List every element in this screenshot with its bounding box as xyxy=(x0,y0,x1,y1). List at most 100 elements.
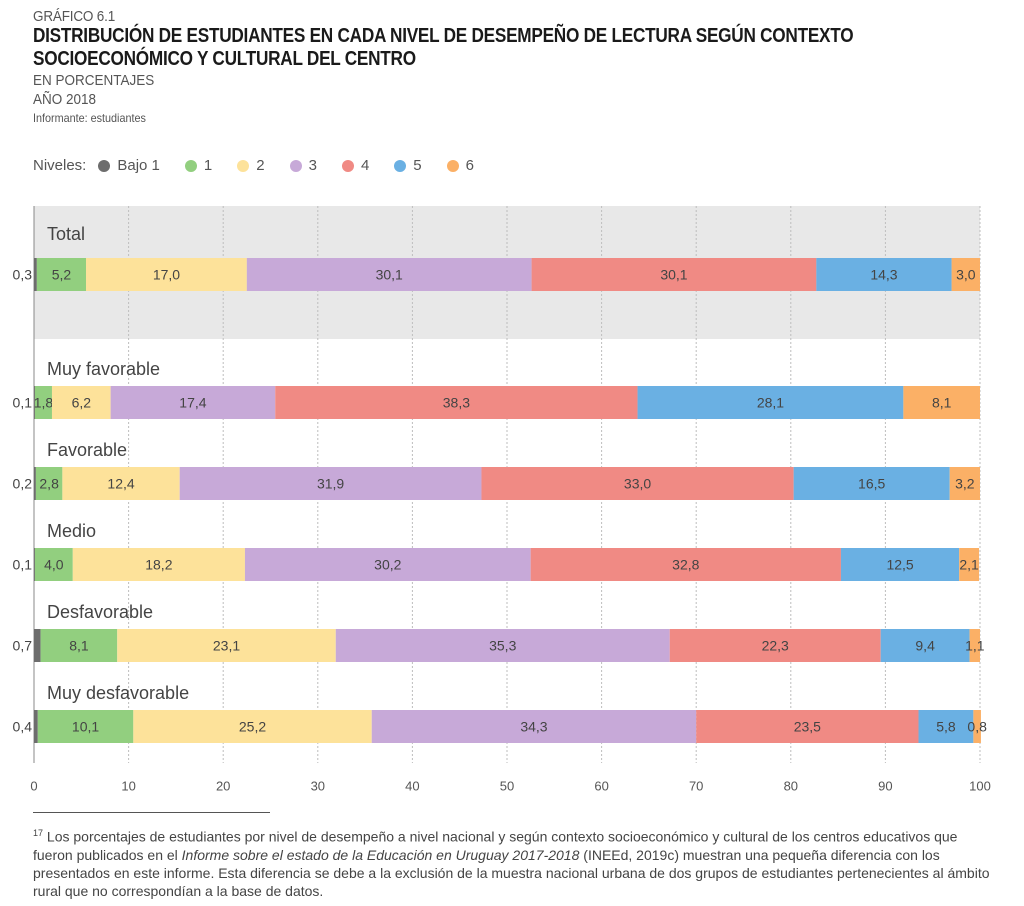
bar-segment xyxy=(959,548,980,581)
x-tick-label: 80 xyxy=(784,779,798,794)
bar-value-label: 0,2 xyxy=(13,476,33,492)
bar-segment xyxy=(133,710,372,743)
bar-segment xyxy=(34,467,36,500)
bar-segment xyxy=(880,629,970,662)
bar-value-label: 23,5 xyxy=(794,719,821,735)
bar-value-label: 2,8 xyxy=(39,476,59,492)
bar-value-label: 14,3 xyxy=(870,267,897,283)
legend-item-6: 6 xyxy=(446,157,474,174)
bar-value-label: 38,3 xyxy=(443,395,470,411)
bar-value-label: 8,1 xyxy=(69,638,89,654)
x-tick-label: 20 xyxy=(216,779,230,794)
bar-segment xyxy=(244,548,531,581)
chart-title-line2: SOCIOECONÓMICO Y CULTURAL DEL CENTRO xyxy=(33,48,416,70)
bar-value-label: 17,4 xyxy=(179,395,206,411)
legend-label: 3 xyxy=(308,157,317,174)
bar-segment xyxy=(34,386,52,419)
legend-item-4: 4 xyxy=(341,157,370,174)
bar-segment xyxy=(72,548,245,581)
footnote-marker: 17 xyxy=(33,828,44,838)
bar-segment xyxy=(903,386,980,419)
legend-label: 6 xyxy=(465,157,474,174)
category-label: Medio xyxy=(47,521,96,541)
bar-segment xyxy=(816,258,952,291)
bar-value-label: 2,1 xyxy=(959,557,979,573)
bar-value-label: 30,1 xyxy=(376,267,403,283)
bar-segment xyxy=(669,629,881,662)
bar-value-label: 25,2 xyxy=(239,719,266,735)
bar-segment xyxy=(110,386,276,419)
bar-value-label: 5,2 xyxy=(52,267,72,283)
bar-value-label: 0,1 xyxy=(13,557,33,573)
bar-segment xyxy=(34,258,37,291)
x-tick-label: 70 xyxy=(689,779,703,794)
bar-segment xyxy=(117,629,336,662)
bar-value-label: 18,2 xyxy=(145,557,172,573)
legend-swatch xyxy=(98,159,111,172)
bar-segment xyxy=(696,710,919,743)
legend-item-5: 5 xyxy=(394,157,422,174)
bar-value-label: 31,9 xyxy=(317,476,344,492)
footnote-italic-title: Informe sobre el estado de la Educación … xyxy=(181,846,580,863)
bar-value-label: 0,4 xyxy=(13,719,33,735)
bar-segment xyxy=(34,386,35,419)
x-tick-label: 90 xyxy=(878,779,892,794)
legend-label: 2 xyxy=(256,157,265,174)
bar-segment xyxy=(34,548,73,581)
legend-swatch xyxy=(289,159,302,172)
legend-label: 4 xyxy=(360,157,370,174)
bar-segment xyxy=(918,710,974,743)
category-label: Favorable xyxy=(47,440,127,460)
bar-value-label: 32,8 xyxy=(672,557,699,573)
legend-item-bajo1: Bajo 1 xyxy=(98,157,160,174)
legend-title: Niveles: xyxy=(33,157,87,174)
category-label: Desfavorable xyxy=(47,602,153,622)
category-label: Total xyxy=(47,224,85,244)
x-tick-label: 10 xyxy=(121,779,135,794)
bar-value-label: 3,2 xyxy=(955,476,975,492)
bar-value-label: 0,7 xyxy=(13,638,33,654)
x-tick-label: 50 xyxy=(500,779,514,794)
x-tick-label: 60 xyxy=(594,779,608,794)
bar-value-label: 30,2 xyxy=(374,557,401,573)
chart-header: GRÁFICO 6.1 DISTRIBUCIÓN DE ESTUDIANTES … xyxy=(33,8,993,125)
bar-value-label: 22,3 xyxy=(762,638,789,654)
bar-segment xyxy=(481,467,794,500)
bar-value-label: 35,3 xyxy=(489,638,516,654)
legend: Niveles: Bajo 1 1 2 3 4 5 6 xyxy=(33,157,499,174)
bar-segment xyxy=(951,258,980,291)
bar-segment xyxy=(637,386,904,419)
bar-value-label: 12,5 xyxy=(886,557,913,573)
chart-subtitle-year: AÑO 2018 xyxy=(33,91,97,108)
bar-segment xyxy=(179,467,482,500)
chart-title-line1: DISTRIBUCIÓN DE ESTUDIANTES EN CADA NIVE… xyxy=(33,25,854,47)
bar-segment xyxy=(37,710,134,743)
footnote-text-after: (INEEd, 2019c) muestran una pequeña dife… xyxy=(33,846,990,899)
bar-value-label: 23,1 xyxy=(213,638,240,654)
bar-value-label: 6,2 xyxy=(72,395,92,411)
legend-label: 5 xyxy=(413,157,422,174)
legend-swatch xyxy=(341,159,354,172)
bar-segment xyxy=(40,629,118,662)
bar-value-label: 4,0 xyxy=(44,557,64,573)
bar-segment xyxy=(793,467,950,500)
bar-segment xyxy=(371,710,697,743)
category-label: Muy desfavorable xyxy=(47,683,189,703)
bar-segment xyxy=(973,710,981,743)
bar-segment xyxy=(62,467,180,500)
bar-value-label: 1,8 xyxy=(34,395,54,411)
bar-value-label: 0,3 xyxy=(13,267,33,283)
bar-segment xyxy=(51,386,111,419)
bar-value-label: 8,1 xyxy=(932,395,952,411)
bar-segment xyxy=(531,258,817,291)
bar-value-label: 0,8 xyxy=(967,719,987,735)
bar-segment xyxy=(34,548,35,581)
legend-swatch xyxy=(184,159,197,172)
figure-label: GRÁFICO 6.1 xyxy=(33,8,116,25)
category-label: Muy favorable xyxy=(47,359,160,379)
bar-segment xyxy=(840,548,960,581)
bar-segment xyxy=(86,258,247,291)
bar-segment xyxy=(246,258,532,291)
legend-swatch xyxy=(237,159,250,172)
bar-value-label: 12,4 xyxy=(107,476,134,492)
